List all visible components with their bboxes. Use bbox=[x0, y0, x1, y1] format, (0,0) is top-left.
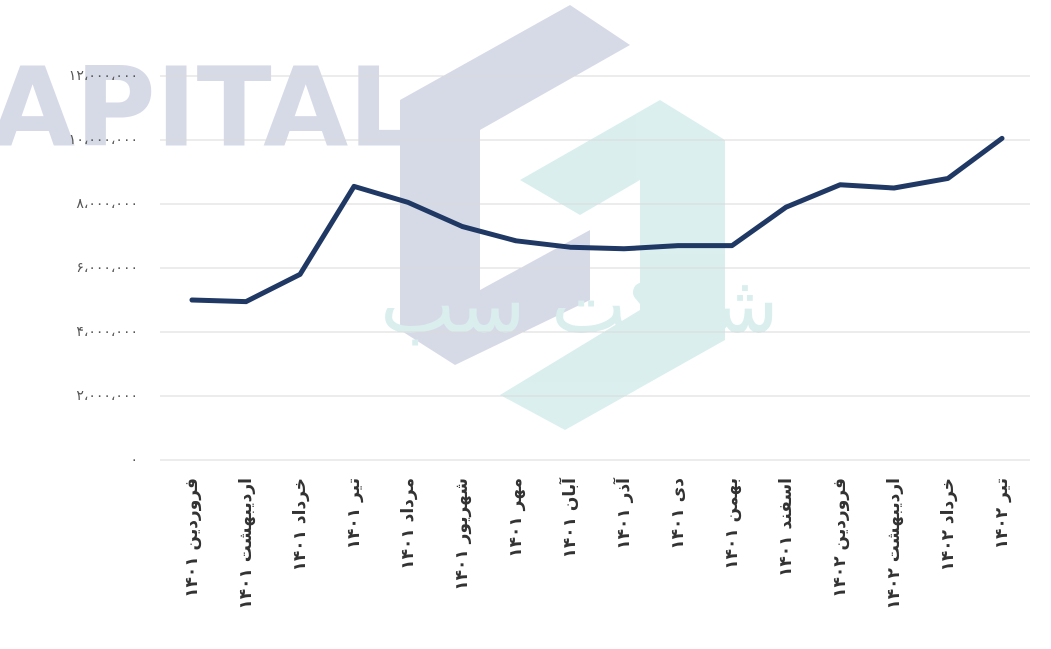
x-tick-label: تیر ۱۴۰۱ bbox=[344, 478, 364, 549]
x-tick-label: مهر ۱۴۰۱ bbox=[506, 478, 526, 558]
x-tick-label: خرداد ۱۴۰۱ bbox=[290, 478, 310, 572]
x-tick-label: شهریور ۱۴۰۱ bbox=[452, 478, 472, 591]
y-tick-label: ۰ bbox=[130, 452, 138, 468]
watermark-text: APITAL bbox=[0, 43, 418, 171]
x-tick-label: تیر ۱۴۰۲ bbox=[992, 478, 1012, 549]
watermark-text: شرکت سب bbox=[380, 258, 779, 352]
x-tick-label: اردیبهشت ۱۴۰۱ bbox=[236, 478, 256, 610]
x-tick-label: اسفند ۱۴۰۱ bbox=[776, 478, 796, 577]
watermark-shape bbox=[400, 5, 630, 365]
line bbox=[189, 135, 1005, 305]
x-tick-label: فروردین ۱۴۰۱ bbox=[182, 478, 202, 598]
y-tick-label: ۸،۰۰۰،۰۰۰ bbox=[76, 196, 138, 212]
watermark: APITAL شرکت سب bbox=[0, 5, 779, 430]
y-tick-label: ۲،۰۰۰،۰۰۰ bbox=[76, 388, 138, 404]
x-tick-label: آبان ۱۴۰۱ bbox=[558, 477, 580, 559]
y-tick-label: ۴،۰۰۰،۰۰۰ bbox=[76, 324, 138, 340]
y-tick-label: ۶،۰۰۰،۰۰۰ bbox=[76, 260, 138, 276]
x-tick-label: بهمن ۱۴۰۱ bbox=[722, 478, 742, 570]
x-tick-label: اردیبهشت ۱۴۰۲ bbox=[884, 478, 904, 610]
x-tick-label: آذر ۱۴۰۱ bbox=[612, 477, 634, 550]
x-tick-label: دی ۱۴۰۱ bbox=[668, 478, 688, 550]
x-tick-label: خرداد ۱۴۰۲ bbox=[938, 478, 958, 572]
watermark-shape bbox=[500, 100, 725, 430]
y-tick-label: ۱۰،۰۰۰،۰۰۰ bbox=[69, 132, 138, 148]
y-tick-label: ۱۲،۰۰۰،۰۰۰ bbox=[69, 68, 138, 84]
x-tick-label: فروردین ۱۴۰۲ bbox=[830, 478, 850, 598]
x-tick-label: مرداد ۱۴۰۱ bbox=[398, 478, 418, 570]
